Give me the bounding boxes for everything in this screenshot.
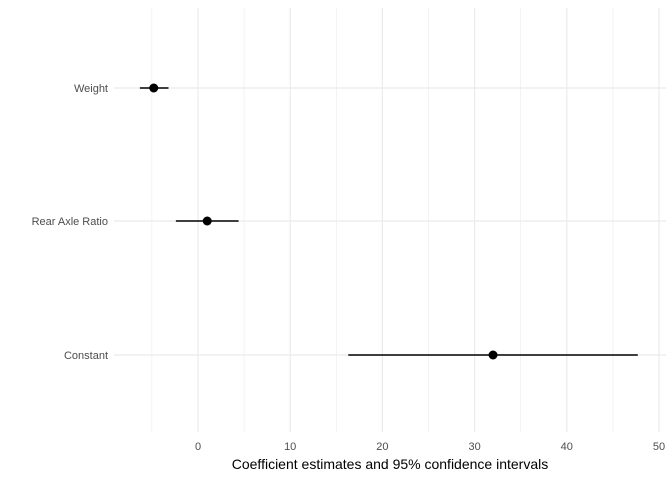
y-tick-label: Constant xyxy=(64,350,108,362)
x-tick-label: 40 xyxy=(561,441,573,453)
coefficient-point-2 xyxy=(202,216,212,226)
x-tick-label: 10 xyxy=(284,441,296,453)
coefficient-point-3 xyxy=(488,350,498,360)
x-tick-label: 50 xyxy=(653,441,665,453)
x-axis-labels: 0 10 20 30 40 50 xyxy=(195,441,665,453)
x-tick-label: 30 xyxy=(468,441,480,453)
x-tick-label: 0 xyxy=(195,441,201,453)
minor-grid xyxy=(151,8,614,432)
coefficient-series xyxy=(139,83,638,360)
y-axis-labels: Weight Rear Axle Ratio Constant xyxy=(32,83,108,362)
y-tick-label: Rear Axle Ratio xyxy=(32,216,108,228)
coefficient-point-1 xyxy=(149,83,159,93)
x-tick-label: 20 xyxy=(376,441,388,453)
y-tick-label: Weight xyxy=(74,83,108,95)
x-axis-title: Coefficient estimates and 95% confidence… xyxy=(232,456,548,472)
